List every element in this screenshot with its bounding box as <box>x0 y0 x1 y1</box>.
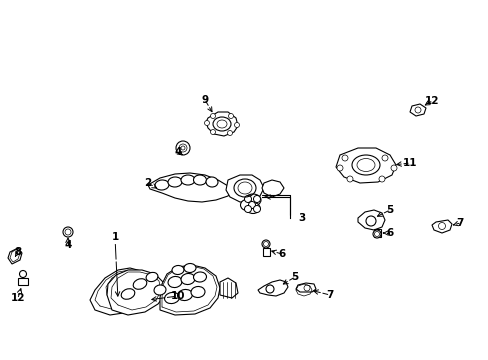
Circle shape <box>63 227 73 237</box>
Text: 3: 3 <box>298 213 305 223</box>
Circle shape <box>244 206 251 212</box>
Circle shape <box>210 113 215 118</box>
Polygon shape <box>160 265 220 315</box>
Text: 11: 11 <box>402 158 416 168</box>
Text: 12: 12 <box>424 96 438 106</box>
Circle shape <box>253 195 260 202</box>
Circle shape <box>365 216 375 226</box>
Polygon shape <box>205 112 238 136</box>
Polygon shape <box>220 278 238 298</box>
Ellipse shape <box>121 289 135 299</box>
Text: 7: 7 <box>325 290 333 300</box>
Ellipse shape <box>240 199 253 211</box>
Circle shape <box>378 176 384 182</box>
Polygon shape <box>263 248 269 256</box>
Polygon shape <box>90 268 158 315</box>
Text: 12: 12 <box>11 293 25 303</box>
Circle shape <box>341 155 347 161</box>
Circle shape <box>262 240 269 248</box>
Polygon shape <box>225 175 264 202</box>
Ellipse shape <box>146 273 158 282</box>
Text: 6: 6 <box>278 249 285 259</box>
Ellipse shape <box>154 285 165 295</box>
Circle shape <box>253 206 260 212</box>
Ellipse shape <box>164 292 179 303</box>
Polygon shape <box>409 104 425 116</box>
Text: 4: 4 <box>64 240 72 250</box>
Ellipse shape <box>191 287 204 297</box>
Circle shape <box>176 141 190 155</box>
Ellipse shape <box>177 289 192 301</box>
Text: 5: 5 <box>386 205 393 215</box>
Circle shape <box>346 176 352 182</box>
Circle shape <box>381 155 387 161</box>
Ellipse shape <box>183 264 196 273</box>
Text: 2: 2 <box>144 178 151 188</box>
Circle shape <box>390 165 396 171</box>
Circle shape <box>336 165 342 171</box>
Text: 10: 10 <box>170 291 185 301</box>
Polygon shape <box>262 180 284 197</box>
Text: 7: 7 <box>455 218 463 228</box>
Text: 4: 4 <box>174 147 182 157</box>
Circle shape <box>248 202 255 208</box>
Ellipse shape <box>245 202 260 213</box>
Ellipse shape <box>244 194 261 206</box>
Circle shape <box>210 130 215 135</box>
Polygon shape <box>373 229 380 237</box>
Ellipse shape <box>205 177 218 187</box>
Polygon shape <box>335 148 395 183</box>
Circle shape <box>244 195 251 202</box>
Text: 6: 6 <box>386 228 393 238</box>
Ellipse shape <box>168 276 182 288</box>
Text: 5: 5 <box>291 272 298 282</box>
Ellipse shape <box>172 265 183 275</box>
Circle shape <box>234 122 239 127</box>
Text: 1: 1 <box>111 232 119 242</box>
Circle shape <box>265 285 273 293</box>
Text: 8: 8 <box>14 247 21 257</box>
Ellipse shape <box>181 175 195 185</box>
Polygon shape <box>431 220 451 233</box>
Ellipse shape <box>193 272 206 282</box>
Circle shape <box>228 113 233 118</box>
Ellipse shape <box>168 177 182 187</box>
Polygon shape <box>258 280 287 296</box>
Polygon shape <box>8 248 22 264</box>
Circle shape <box>372 230 380 238</box>
Circle shape <box>227 130 232 135</box>
Ellipse shape <box>181 274 195 284</box>
Polygon shape <box>18 278 28 285</box>
Text: 9: 9 <box>201 95 208 105</box>
Ellipse shape <box>155 180 169 190</box>
Ellipse shape <box>133 279 146 289</box>
Polygon shape <box>148 173 231 202</box>
Polygon shape <box>295 283 315 292</box>
Polygon shape <box>357 210 384 230</box>
Polygon shape <box>107 270 164 315</box>
Ellipse shape <box>193 175 206 185</box>
Circle shape <box>204 121 209 126</box>
